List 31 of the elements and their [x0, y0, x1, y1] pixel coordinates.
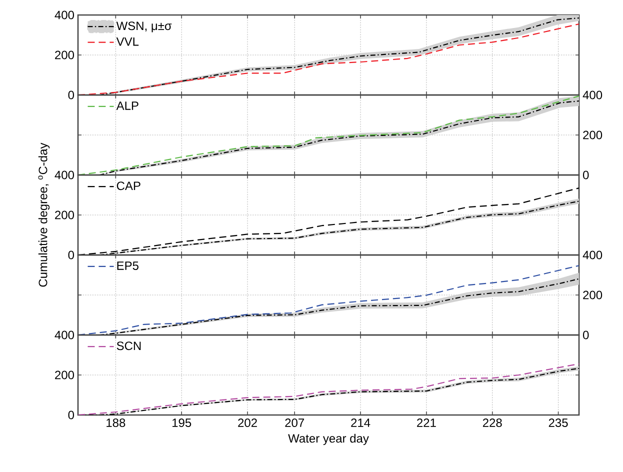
- legend-label: SCN: [116, 342, 141, 350]
- x-tick-label: 188: [106, 418, 126, 428]
- y-tick-label: 200: [55, 210, 74, 220]
- x-tick-label: 202: [238, 418, 257, 428]
- y-tick-label: 400: [582, 250, 602, 260]
- y-tick-label: 200: [55, 50, 74, 60]
- y-tick-label: 200: [55, 370, 74, 380]
- y-tick-label: 0: [68, 250, 74, 260]
- x-tick-label: 235: [548, 418, 568, 428]
- x-axis-title: Water year day: [288, 434, 369, 446]
- y-tick-label: 0: [68, 410, 74, 420]
- y-tick-label: 0: [68, 90, 74, 100]
- y-tick-label: 0: [583, 170, 589, 180]
- y-tick-label: 200: [583, 290, 602, 300]
- x-tick-label: 221: [417, 418, 436, 427]
- legend-label: CAP: [116, 182, 140, 190]
- legend-label: EP5: [117, 262, 138, 270]
- y-tick-label: 400: [54, 10, 74, 20]
- legend-label: WSN, μ±σ: [116, 22, 172, 32]
- y-tick-label: 0: [583, 330, 589, 340]
- x-tick-label: 207: [285, 418, 304, 428]
- x-tick-label: 195: [172, 418, 192, 428]
- y-tick-label: 400: [54, 170, 74, 180]
- y-axis-title: Cumulative degree, $^{o}$C-day: [38, 142, 50, 287]
- y-tick-label: 400: [54, 330, 74, 340]
- y-tick-label: 200: [583, 130, 602, 140]
- y-tick-label: 400: [582, 90, 602, 100]
- legend-label: VVL: [116, 37, 139, 46]
- x-tick-label: 228: [482, 418, 502, 428]
- x-tick-label: 214: [351, 418, 370, 427]
- legend-label: ALP: [116, 102, 138, 110]
